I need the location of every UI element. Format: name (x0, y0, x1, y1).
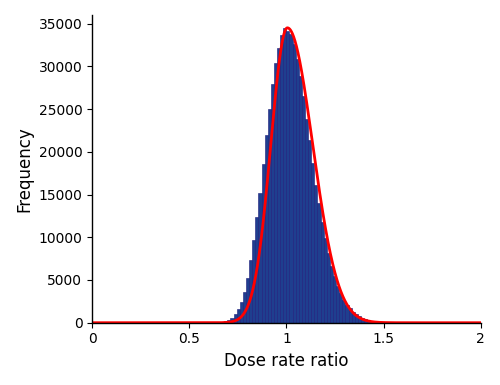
Bar (224, 321, 228, 323)
Bar (330, 266, 333, 323)
Bar (264, 135, 268, 323)
Bar (268, 109, 271, 323)
Bar (380, 322, 382, 323)
Bar (312, 163, 314, 323)
Bar (256, 217, 258, 323)
Bar (320, 222, 324, 323)
Bar (336, 286, 339, 323)
Bar (240, 302, 243, 323)
Bar (355, 314, 358, 323)
Bar (286, 31, 290, 323)
Bar (342, 300, 345, 323)
Bar (280, 35, 283, 323)
Bar (249, 260, 252, 323)
Bar (296, 59, 299, 323)
Bar (252, 241, 256, 323)
Bar (346, 305, 348, 323)
Bar (230, 318, 234, 323)
Y-axis label: Frequency: Frequency (15, 126, 33, 212)
Bar (284, 28, 286, 323)
Bar (327, 253, 330, 323)
Bar (271, 84, 274, 323)
Bar (333, 276, 336, 323)
Bar (290, 34, 292, 323)
Bar (243, 291, 246, 323)
Bar (314, 185, 318, 323)
Bar (308, 141, 312, 323)
Bar (370, 321, 374, 323)
Bar (386, 322, 389, 323)
Bar (302, 96, 305, 323)
Bar (234, 314, 236, 323)
Bar (339, 293, 342, 323)
Bar (374, 321, 376, 323)
Bar (305, 119, 308, 323)
Bar (228, 320, 230, 323)
Bar (236, 309, 240, 323)
Bar (382, 322, 386, 323)
Bar (358, 316, 361, 323)
X-axis label: Dose rate ratio: Dose rate ratio (224, 352, 348, 370)
Bar (376, 322, 380, 323)
Bar (324, 238, 327, 323)
Bar (318, 203, 320, 323)
Bar (246, 278, 249, 323)
Bar (299, 76, 302, 323)
Bar (292, 44, 296, 323)
Bar (364, 319, 367, 323)
Bar (352, 312, 355, 323)
Bar (361, 318, 364, 323)
Bar (348, 308, 352, 323)
Bar (262, 164, 264, 323)
Bar (258, 193, 262, 323)
Bar (277, 48, 280, 323)
Bar (274, 63, 277, 323)
Bar (367, 320, 370, 323)
